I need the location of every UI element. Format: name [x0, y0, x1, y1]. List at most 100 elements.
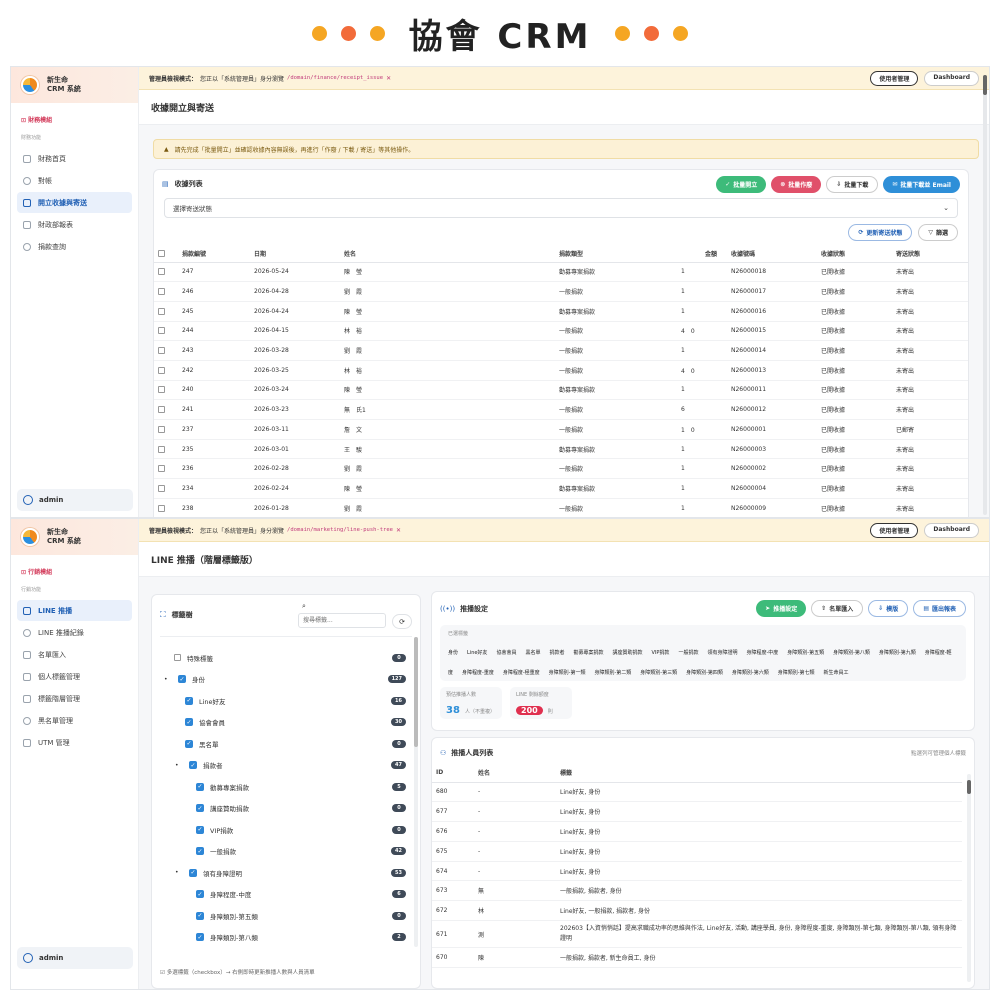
tag-chip[interactable]: 講座贊助捐款 — [612, 650, 643, 656]
template-button[interactable]: ⇩ 模版 — [868, 600, 909, 617]
dashboard-button[interactable]: Dashboard — [924, 70, 979, 86]
refresh-button[interactable]: ⟳ — [392, 614, 412, 629]
user-menu[interactable]: admin — [17, 947, 133, 969]
expand-icon[interactable]: • — [164, 675, 168, 683]
checkbox-checked[interactable]: ✓ — [178, 675, 186, 684]
select-all[interactable] — [154, 245, 178, 263]
tree-node[interactable]: ✓ 身障類別-第八類 2 — [174, 927, 420, 948]
nav-donation-search[interactable]: 捐款查詢 — [17, 236, 132, 257]
checkbox[interactable] — [158, 386, 165, 394]
tag-chip[interactable]: 捐款者 — [549, 650, 565, 656]
checkbox[interactable] — [158, 307, 165, 315]
tree-node[interactable]: ✓ 一般捐款 42 — [174, 841, 420, 863]
tag-chip[interactable]: 身障類別-第二類 — [594, 670, 632, 676]
brand[interactable]: 新生命 CRM 系統 — [11, 519, 138, 555]
checkbox[interactable] — [158, 347, 165, 355]
brand[interactable]: 新生命 CRM 系統 — [11, 67, 138, 103]
nav-blacklist[interactable]: 黑名單管理 — [17, 710, 132, 731]
tree-node[interactable]: ✓ VIP捐款 0 — [174, 819, 420, 841]
table-row[interactable]: 247 2026-05-24 陳 瑩勸募專案捐款 1 N26000018 已開收據 未寄出 — [154, 262, 968, 283]
table-row[interactable]: 245 2026-04-24 陳 瑩勸募專案捐款 1 N26000016 已開收據 未寄出 — [154, 301, 968, 322]
table-row[interactable]: 240 2026-03-24 陳 瑩勸募專案捐款 1 N26000011 已開收據 未寄出 — [154, 380, 968, 401]
bulk-email-button[interactable]: ✉ 批量下載並 Email — [883, 175, 960, 193]
tag-chip[interactable]: Line好友 — [467, 650, 488, 656]
scrollbar-thumb[interactable] — [983, 75, 987, 95]
checkbox-checked[interactable]: ✓ — [185, 718, 193, 727]
table-row[interactable]: 235 2026-03-01 王 駿勸募專案捐款 1 N26000003 已開收據 未寄出 — [154, 439, 968, 460]
tag-chip[interactable]: 協會會員 — [496, 650, 517, 656]
tree-node[interactable]: ✓ 身障類別-第五類 0 — [174, 905, 420, 927]
tag-chip[interactable]: 身障類別-第九類 — [878, 650, 916, 656]
row-select[interactable] — [154, 439, 178, 460]
tree-node[interactable]: ✓ 黑名單 0 — [174, 733, 420, 755]
filter-button[interactable]: ▽ 篩選 — [918, 224, 958, 241]
tag-chip[interactable]: 身份 — [448, 650, 459, 656]
push-send-button[interactable]: ➤ 推播設定 — [756, 600, 807, 617]
tag-chip[interactable]: 身障程度-輕度 — [448, 650, 952, 676]
tag-chip[interactable]: 勸募專案捐款 — [573, 650, 604, 656]
tag-chip[interactable]: 新生命員工 — [823, 670, 849, 676]
tag-chip[interactable]: 黑名單 — [525, 650, 541, 656]
scrollbar[interactable] — [983, 75, 987, 515]
scrollbar-thumb[interactable] — [414, 637, 418, 747]
tag-chip[interactable]: 身障程度-極重度 — [502, 670, 540, 676]
expand-icon[interactable]: • — [175, 761, 179, 769]
checkbox-checked[interactable]: ✓ — [196, 847, 204, 856]
nav-utm[interactable]: UTM 管理 — [17, 732, 132, 753]
tag-chip[interactable]: 身障類別-第五類 — [787, 650, 825, 656]
table-row[interactable]: 238 2026-01-28 劉 霞一般捐款 1 N26000009 已開收據 未寄出 — [154, 498, 968, 517]
export-report-button[interactable]: ▤ 匯出報表 — [913, 600, 966, 617]
send-status-select[interactable]: 選擇寄送狀態 ⌄ — [164, 198, 958, 218]
nav-receipt-issue[interactable]: 開立收據與寄送 — [17, 192, 132, 213]
nav-line-push-log[interactable]: LINE 推播紀錄 — [17, 622, 132, 643]
checkbox[interactable] — [158, 327, 165, 335]
checkbox[interactable] — [174, 654, 181, 662]
checkbox-checked[interactable]: ✓ — [185, 696, 193, 705]
checkbox-checked[interactable]: ✓ — [185, 739, 193, 748]
nav-finance-home[interactable]: 財務首頁 — [17, 148, 132, 169]
row-select[interactable] — [154, 419, 178, 440]
tree-node[interactable]: ✓ 協會會員 30 — [174, 712, 420, 734]
checkbox[interactable] — [158, 484, 165, 492]
tag-chip[interactable]: 身障類別-第六類 — [731, 670, 769, 676]
row-select[interactable] — [154, 399, 178, 420]
table-row[interactable]: 236 2026-02-28 劉 霞一般捐款 1 N26000002 已開收據 未寄出 — [154, 458, 968, 480]
nav-reconcile[interactable]: 對帳 — [17, 170, 132, 191]
scrollbar[interactable] — [967, 774, 971, 982]
bulk-issue-button[interactable]: ✓ 批量開立 — [716, 175, 767, 193]
tree-node[interactable]: • ✓ 身份 127 — [164, 669, 420, 691]
tree-node[interactable]: ✓ 講座贊助捐款 0 — [174, 798, 420, 820]
user-menu[interactable]: admin — [17, 489, 133, 511]
tree-node[interactable]: ✓ Line好友 16 — [174, 690, 420, 712]
checkbox[interactable] — [158, 445, 165, 453]
scrollbar-thumb[interactable] — [967, 780, 971, 794]
checkbox-checked[interactable]: ✓ — [196, 933, 204, 942]
checkbox-checked[interactable]: ✓ — [196, 911, 204, 920]
checkbox-checked[interactable]: ✓ — [189, 761, 197, 770]
table-row[interactable]: 241 2026-03-23 無 氏1 一般捐款 6 N26000012 已開收據 未寄出 — [154, 399, 968, 420]
tag-chip[interactable]: 身障程度-中度 — [746, 650, 779, 656]
member-row[interactable]: 676- Line好友, 身份 — [432, 821, 962, 842]
tag-chip[interactable]: 領有身障證明 — [707, 650, 738, 656]
row-select[interactable] — [154, 281, 178, 302]
member-row[interactable]: 675- Line好友, 身份 — [432, 841, 962, 862]
user-manage-button[interactable]: 使用者管理 — [870, 70, 919, 86]
row-select[interactable] — [154, 458, 178, 480]
tag-chip[interactable]: 身障類別-第七類 — [777, 670, 815, 676]
bulk-download-button[interactable]: ⇩ 批量下載 — [826, 175, 879, 193]
member-row[interactable]: 680- Line好友, 身份 — [432, 782, 962, 803]
row-select[interactable] — [154, 301, 178, 322]
checkbox[interactable] — [158, 465, 165, 473]
list-import-button[interactable]: ⇧ 名單匯入 — [811, 600, 864, 617]
checkbox-checked[interactable]: ✓ — [196, 890, 204, 899]
checkbox[interactable] — [158, 425, 165, 433]
tag-chip[interactable]: 身障程度-重度 — [462, 670, 494, 676]
dashboard-button[interactable]: Dashboard — [924, 522, 979, 538]
nav-tag-hierarchy[interactable]: 標籤階層管理 — [17, 688, 132, 709]
table-row[interactable]: 243 2026-03-28 劉 霞一般捐款 1 N26000014 已開收據 未寄出 — [154, 340, 968, 361]
tag-chip[interactable]: VIP捐款 — [651, 650, 670, 656]
nav-mof-report[interactable]: 財政部報表 — [17, 214, 132, 235]
tag-chip[interactable]: 一般捐款 — [678, 650, 699, 656]
checkbox[interactable] — [158, 268, 165, 276]
user-manage-button[interactable]: 使用者管理 — [870, 522, 919, 538]
